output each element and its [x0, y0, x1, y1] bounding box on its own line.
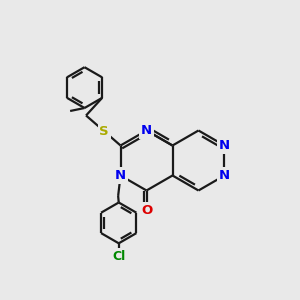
Text: N: N [219, 139, 230, 152]
Text: N: N [219, 169, 230, 182]
Text: N: N [141, 124, 152, 137]
Text: S: S [99, 124, 109, 138]
Text: N: N [115, 169, 126, 182]
Text: Cl: Cl [112, 250, 125, 263]
Text: O: O [141, 204, 152, 217]
